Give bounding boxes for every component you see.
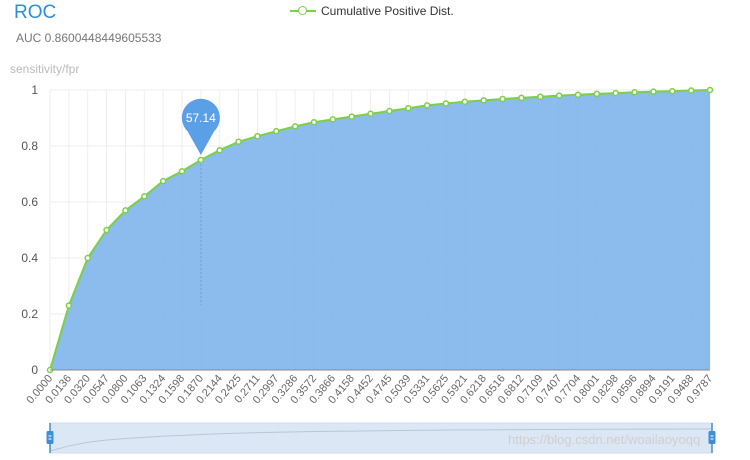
- data-point: [367, 110, 374, 118]
- data-point: [84, 254, 91, 262]
- legend-label: Cumulative Positive Dist.: [321, 4, 454, 18]
- zoom-slider-track: [49, 422, 713, 454]
- data-point: [386, 107, 393, 115]
- data-point: [178, 167, 186, 175]
- legend-marker-icon: [290, 5, 316, 17]
- data-point: [499, 95, 506, 103]
- data-point: [291, 123, 299, 130]
- data-point: [405, 104, 412, 112]
- data-point: [669, 87, 676, 95]
- data-point: [518, 94, 525, 102]
- data-point: [593, 90, 601, 98]
- data-point: [197, 156, 205, 164]
- y-tick-label: 0: [31, 363, 38, 377]
- y-axis-label: sensitivity/fpr: [10, 62, 80, 76]
- data-point: [141, 193, 148, 200]
- series-area: [50, 90, 710, 370]
- watermark: https://blog.csdn.net/woailaoyoqq: [508, 432, 701, 447]
- data-point: [216, 146, 223, 154]
- data-point: [687, 87, 695, 94]
- data-point: [612, 89, 619, 97]
- data-point: [706, 86, 714, 94]
- data-point: [555, 92, 563, 99]
- data-point: [329, 116, 337, 123]
- y-tick-label: 1: [31, 83, 38, 97]
- data-point: [442, 100, 450, 107]
- data-point: [122, 207, 129, 214]
- zoom-slider-handle-left[interactable]: [46, 423, 54, 453]
- data-point: [348, 113, 355, 120]
- data-point: [103, 226, 110, 234]
- y-tick-label: 0.6: [21, 195, 38, 209]
- y-tick-label: 0.4: [21, 251, 38, 265]
- data-point: [423, 102, 431, 109]
- tooltip-pin-icon: [181, 98, 220, 155]
- data-point: [65, 302, 73, 309]
- data-point: [650, 88, 657, 95]
- data-point: [574, 91, 582, 99]
- data-point: [235, 138, 242, 146]
- y-tick-label: 0.8: [21, 139, 38, 153]
- data-point: [480, 97, 487, 104]
- tooltip-value: 57.14: [186, 111, 216, 125]
- data-point: [159, 177, 167, 185]
- auc-subtitle: AUC 0.8600448449605533: [16, 31, 162, 45]
- zoom-slider-handle-right[interactable]: [708, 423, 716, 453]
- data-point: [254, 132, 261, 140]
- zoom-slider-preview-line: [49, 428, 713, 452]
- chart-title: ROC: [14, 2, 57, 23]
- legend-item[interactable]: Cumulative Positive Dist.: [290, 4, 454, 18]
- data-point: [310, 118, 318, 126]
- y-tick-label: 0.2: [21, 307, 38, 321]
- data-point: [537, 93, 544, 100]
- data-point: [273, 127, 280, 135]
- data-point: [461, 98, 469, 106]
- data-point: [631, 88, 638, 96]
